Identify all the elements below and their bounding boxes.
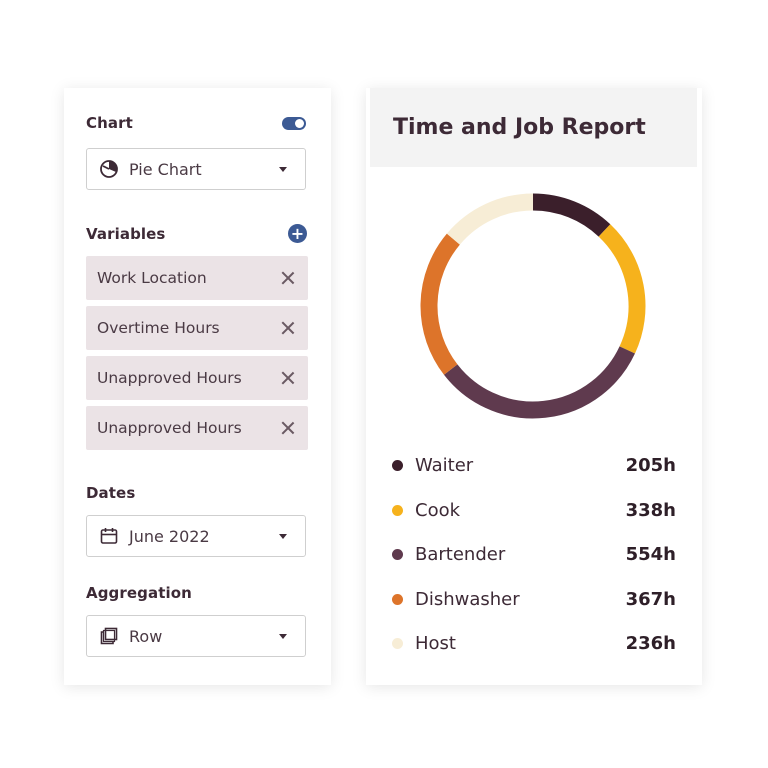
aggregation-select[interactable]: Row [86,615,306,657]
legend-name: Host [415,632,456,654]
copy-icon [97,624,121,648]
dates-select[interactable]: June 2022 [86,515,306,557]
legend-name: Bartender [415,543,506,565]
legend-name: Cook [415,499,461,521]
legend-value: 367h [625,588,676,610]
legend-dot [392,548,403,560]
chart-label: Chart [86,114,133,132]
legend-dot [392,459,403,471]
variable-chip: Unapproved Hours [86,406,308,450]
legend-row: Waiter 205h [392,453,676,477]
chart-type-value: Pie Chart [129,159,202,179]
variable-chip-label: Work Location [97,269,207,287]
variable-chip-label: Unapproved Hours [97,369,242,387]
legend-dot [392,593,403,605]
variable-chip: Unapproved Hours [86,356,308,400]
legend-dot [392,637,403,649]
donut-slice-host [446,193,534,245]
legend-name: Waiter [415,454,474,476]
plus-icon: + [290,223,305,243]
chart-type-select[interactable]: Pie Chart [86,148,306,190]
dates-label: Dates [86,484,136,502]
close-icon[interactable] [281,371,295,385]
legend-value: 338h [625,499,676,521]
legend-value: 554h [625,543,676,565]
legend-name: Dishwasher [415,588,520,610]
report-header: Time and Job Report [370,88,697,167]
legend-row: Dishwasher 367h [392,587,676,611]
chart-toggle[interactable] [282,117,306,130]
report-panel: Time and Job Report Waiter 205h Cook 338… [366,88,702,685]
add-variable-button[interactable]: + [288,224,307,243]
legend-value: 205h [625,454,676,476]
aggregation-label: Aggregation [86,584,192,602]
calendar-icon [97,524,121,548]
close-icon[interactable] [281,321,295,335]
chevron-down-icon [279,533,287,539]
donut-slice-bartender [443,346,635,419]
legend-row: Cook 338h [392,498,676,522]
donut-slice-waiter [532,193,611,237]
variable-chip: Work Location [86,256,308,300]
variables-label: Variables [86,225,166,243]
legend-row: Host 236h [392,631,676,655]
close-icon[interactable] [281,271,295,285]
pie-chart-icon [97,157,121,181]
toggle-knob [295,119,304,128]
close-icon[interactable] [281,421,295,435]
donut-chart [420,193,646,419]
variable-chip-label: Unapproved Hours [97,419,242,437]
variable-chip: Overtime Hours [86,306,308,350]
chart-config-panel: Chart Pie Chart Variables + Work Locatio… [64,88,331,685]
legend-row: Bartender 554h [392,542,676,566]
chevron-down-icon [279,633,287,639]
variable-chip-label: Overtime Hours [97,319,220,337]
aggregation-value: Row [129,626,163,646]
report-title: Time and Job Report [393,115,646,140]
legend-dot [392,504,403,516]
legend-value: 236h [625,632,676,654]
donut-slice-dishwasher [420,233,460,375]
chevron-down-icon [279,166,287,172]
dates-value: June 2022 [129,526,210,546]
donut-slice-cook [598,224,646,354]
